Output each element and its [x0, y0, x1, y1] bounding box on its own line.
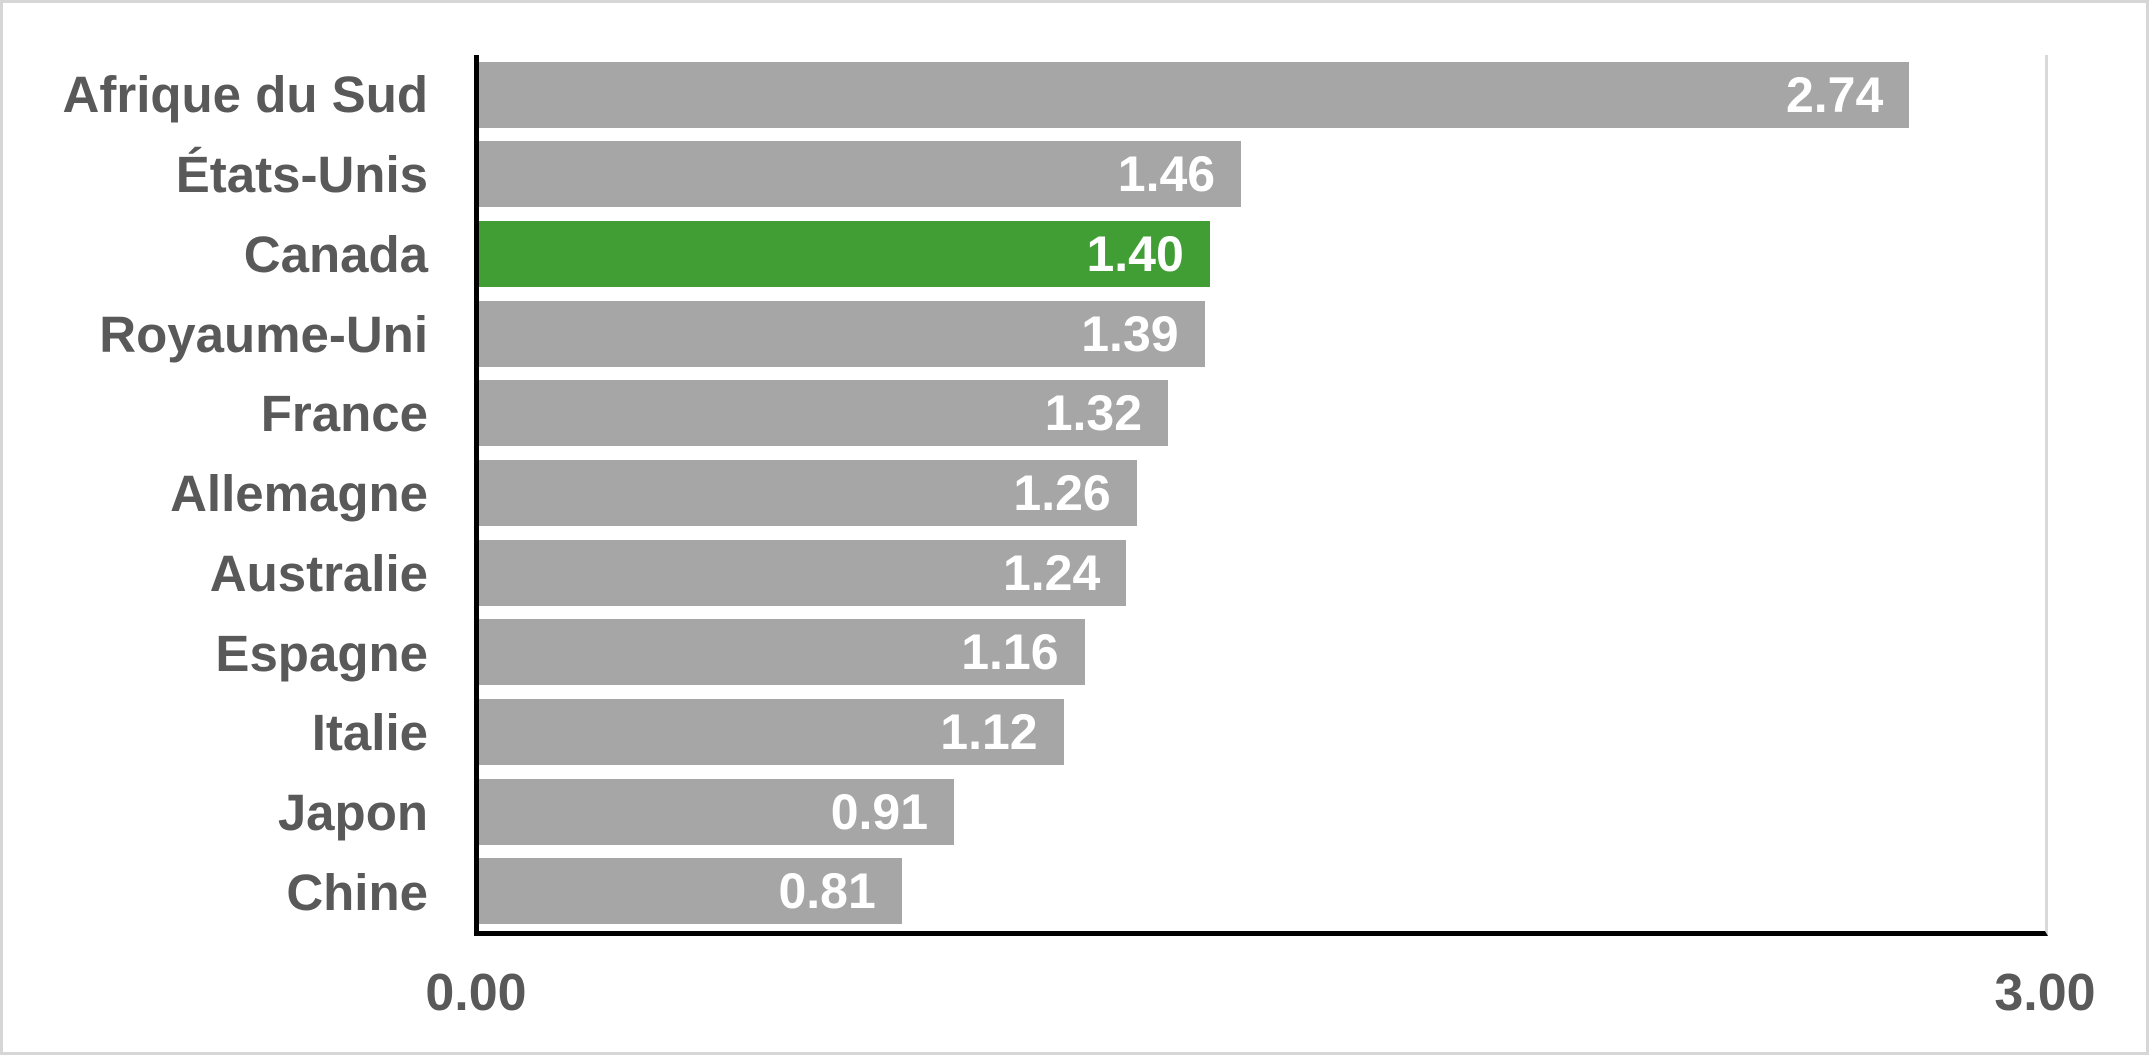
category-label-italie: Italie: [311, 704, 428, 762]
category-label-france: France: [260, 385, 428, 443]
category-label-etats-unis: États-Unis: [175, 146, 428, 204]
bar-chine: 0.81: [479, 858, 902, 925]
bar-value-label-afrique-du-sud: 2.74: [1785, 66, 1884, 123]
category-label-espagne: Espagne: [215, 624, 428, 682]
bar-value-label-etats-unis: 1.46: [1117, 146, 1216, 203]
bar-value-label-chine: 0.81: [778, 863, 876, 920]
bar-allemagne: 1.26: [479, 460, 1137, 527]
bar-afrique-du-sud: 2.74: [479, 61, 1910, 128]
bar-row-australie: 1.24: [479, 533, 2045, 613]
category-label-chine: Chine: [286, 863, 428, 921]
x-axis-tick-min: 0.00: [425, 964, 527, 1022]
bar-row-afrique-du-sud: 2.74: [479, 55, 2045, 135]
bar-row-allemagne: 1.26: [479, 453, 2045, 533]
plot-area: 2.74 1.46 1.40 1.39 1.32 1.26 1.24 1.16 1.12 0.91…: [474, 55, 2048, 936]
bar-value-label-espagne: 1.16: [961, 624, 1059, 681]
bar-japon: 0.91: [479, 778, 955, 845]
category-label-canada: Canada: [243, 225, 428, 283]
bar-italie: 1.12: [479, 698, 1064, 765]
bar-value-label-italie: 1.12: [940, 703, 1038, 760]
bar-row-japon: 0.91: [479, 772, 2045, 852]
category-labels: Afrique du Sud États-Unis Canada Royaume-Un…: [3, 55, 428, 932]
bar-australie: 1.24: [479, 539, 1127, 606]
bar-france: 1.32: [479, 380, 1169, 447]
category-label-royaume-uni: Royaume-Uni: [99, 305, 428, 363]
category-label-afrique-du-sud: Afrique du Sud: [62, 66, 428, 124]
bar-royaume-uni: 1.39: [479, 300, 1205, 367]
bar-row-chine: 0.81: [479, 851, 2045, 931]
bar-row-etats-unis: 1.46: [479, 135, 2045, 215]
bar-row-espagne: 1.16: [479, 612, 2045, 692]
bar-espagne: 1.16: [479, 619, 1085, 686]
x-axis-tick-max: 3.00: [1994, 964, 2096, 1022]
bar-row-france: 1.32: [479, 374, 2045, 454]
bar-value-label-australie: 1.24: [1002, 544, 1101, 601]
bar-value-label-allemagne: 1.26: [1013, 465, 1111, 522]
bar-value-label-france: 1.32: [1044, 385, 1143, 442]
bar-etats-unis: 1.46: [479, 141, 1242, 208]
category-label-australie: Australie: [209, 544, 428, 602]
bar-row-canada: 1.40: [479, 214, 2045, 294]
bar-value-label-royaume-uni: 1.39: [1081, 305, 1179, 362]
bar-canada: 1.40: [479, 221, 1210, 288]
category-label-japon: Japon: [277, 783, 428, 841]
bar-row-italie: 1.12: [479, 692, 2045, 772]
bar-value-label-japon: 0.91: [830, 783, 929, 840]
category-label-allemagne: Allemagne: [170, 465, 428, 523]
bar-row-royaume-uni: 1.39: [479, 294, 2045, 374]
bar-value-label-canada: 1.40: [1086, 226, 1184, 283]
